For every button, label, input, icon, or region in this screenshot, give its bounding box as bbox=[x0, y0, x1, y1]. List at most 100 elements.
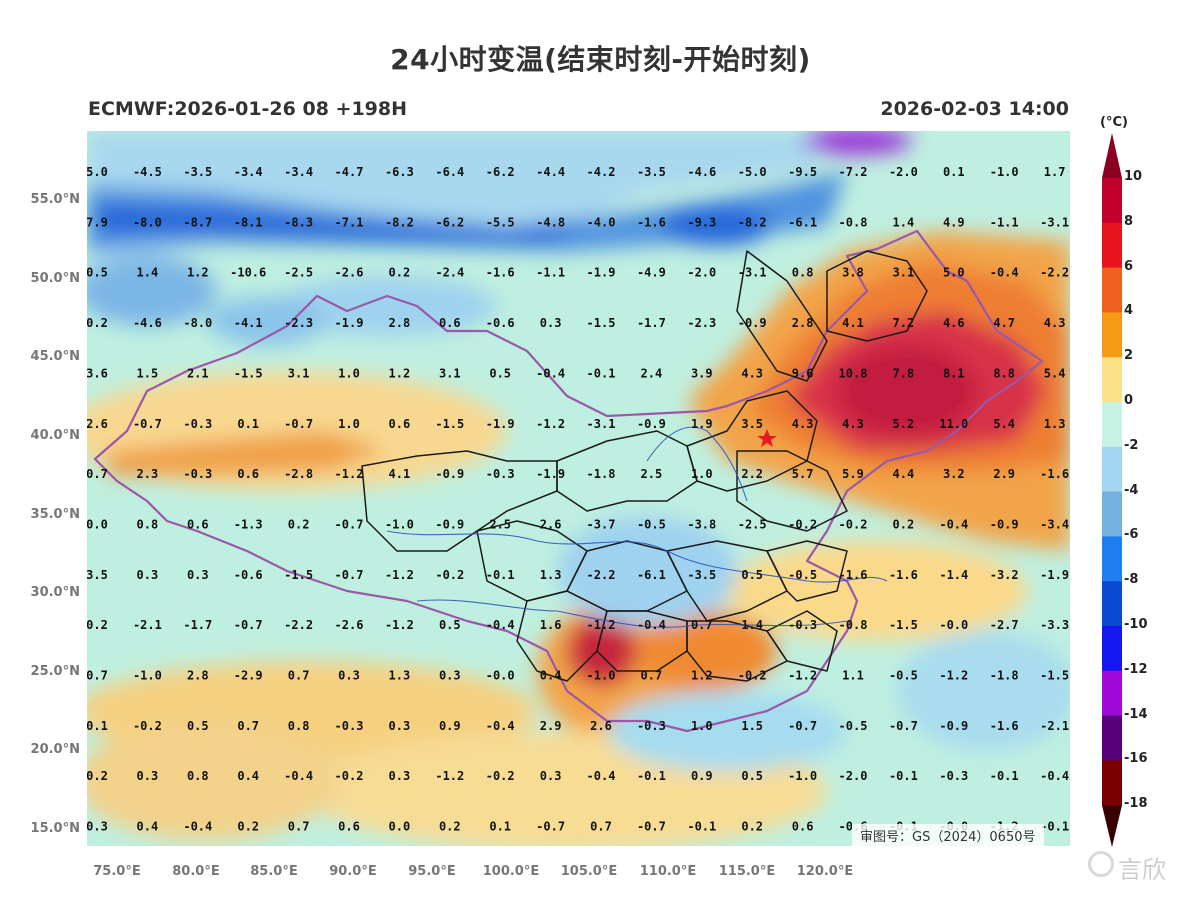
value-label: -0.1 bbox=[990, 769, 1019, 783]
value-label: -1.0 bbox=[990, 165, 1019, 179]
value-label: -0.2 bbox=[738, 669, 767, 683]
colorbar bbox=[1102, 133, 1122, 847]
value-label: -0.1 bbox=[486, 568, 515, 582]
lon-label-100: 100.0°E bbox=[482, 864, 540, 879]
lon-label-95: 95.0°E bbox=[408, 864, 456, 879]
value-label: -0.8 bbox=[839, 215, 868, 229]
value-label: -1.2 bbox=[335, 467, 364, 481]
value-label: -4.5 bbox=[133, 165, 162, 179]
value-label: 4.1 bbox=[842, 316, 864, 330]
lat-label-45: 45.0°N bbox=[30, 349, 80, 364]
value-label: 1.0 bbox=[338, 417, 360, 431]
value-label: 0.8 bbox=[187, 769, 209, 783]
value-label: -1.5 bbox=[435, 417, 464, 431]
value-label: 5.4 bbox=[993, 417, 1015, 431]
value-label: 1.0 bbox=[691, 719, 713, 733]
warm-south-center bbox=[637, 611, 777, 691]
value-label: 2.9 bbox=[993, 467, 1015, 481]
colorbar-label: 8 bbox=[1124, 213, 1134, 229]
value-label: -1.6 bbox=[486, 266, 515, 280]
value-label: -0.5 bbox=[637, 517, 666, 531]
colorbar-segment bbox=[1102, 670, 1122, 717]
colorbar-segment bbox=[1102, 715, 1122, 761]
value-label: 1.0 bbox=[338, 366, 360, 380]
value-label: 4.3 bbox=[741, 366, 763, 380]
value-label: -0.4 bbox=[284, 769, 313, 783]
value-label: 0.2 bbox=[288, 517, 310, 531]
value-label: -0.4 bbox=[587, 769, 616, 783]
lon-label-115: 115.0°E bbox=[718, 864, 776, 879]
value-label: 4.3 bbox=[842, 417, 864, 431]
value-label: -0.2 bbox=[133, 719, 162, 733]
lat-label-35: 35.0°N bbox=[30, 507, 80, 522]
value-label: 0.5 bbox=[489, 366, 511, 380]
value-label: -1.6 bbox=[839, 568, 868, 582]
value-label: -0.9 bbox=[637, 417, 666, 431]
value-label: -0.9 bbox=[435, 467, 464, 481]
value-label: -1.6 bbox=[990, 719, 1019, 733]
value-label: 0.7 bbox=[590, 820, 612, 834]
lat-label-25: 25.0°N bbox=[30, 664, 80, 679]
cold-core-deep bbox=[97, 206, 587, 241]
value-label: -0.5 bbox=[839, 719, 868, 733]
watermark-icon bbox=[1088, 851, 1114, 877]
value-label: 8.1 bbox=[943, 366, 965, 380]
value-label: -0.7 bbox=[637, 820, 666, 834]
value-label: 4.3 bbox=[792, 417, 814, 431]
value-label: 0.8 bbox=[137, 517, 159, 531]
value-label: 0.5 bbox=[439, 618, 461, 632]
value-label: 5.4 bbox=[1044, 366, 1066, 380]
warm-bottom-left bbox=[87, 721, 337, 841]
colorbar-label: -8 bbox=[1124, 572, 1139, 588]
value-label: -0.4 bbox=[1040, 769, 1069, 783]
value-label: -3.7 bbox=[587, 517, 616, 531]
value-label: 0.3 bbox=[87, 820, 108, 834]
value-label: 2.5 bbox=[641, 467, 663, 481]
value-label: 0.3 bbox=[540, 769, 562, 783]
value-label: -8.3 bbox=[284, 215, 313, 229]
value-label: -0.4 bbox=[486, 618, 515, 632]
value-label: -0.2 bbox=[788, 517, 817, 531]
colorbar-segment bbox=[1102, 312, 1122, 358]
value-label: -0.1 bbox=[889, 769, 918, 783]
value-label: -1.7 bbox=[637, 316, 666, 330]
value-label: 0.0 bbox=[389, 820, 411, 834]
value-label: -0.5 bbox=[788, 568, 817, 582]
value-label: -0.1 bbox=[1040, 820, 1069, 834]
value-label: 1.2 bbox=[691, 669, 713, 683]
lat-label-50: 50.0°N bbox=[30, 271, 80, 286]
value-label: -1.5 bbox=[889, 618, 918, 632]
colorbar-unit: (°C) bbox=[1100, 115, 1128, 130]
value-label: -5.5 bbox=[486, 215, 515, 229]
colorbar-label: 2 bbox=[1124, 348, 1134, 364]
colorbar-arrow-top bbox=[1102, 133, 1122, 178]
colorbar-label: -18 bbox=[1124, 796, 1148, 812]
value-label: -4.6 bbox=[133, 316, 162, 330]
value-label: 4.3 bbox=[1044, 316, 1066, 330]
value-label: -6.4 bbox=[435, 165, 464, 179]
value-label: 5.0 bbox=[943, 266, 965, 280]
value-label: 0.2 bbox=[87, 618, 108, 632]
value-label: 0.6 bbox=[338, 820, 360, 834]
model-run-label: ECMWF:2026-01-26 08 +198H bbox=[88, 98, 408, 120]
value-label: 0.6 bbox=[187, 517, 209, 531]
value-label: -0.4 bbox=[486, 719, 515, 733]
value-label: -3.5 bbox=[637, 165, 666, 179]
value-label: -3.4 bbox=[234, 165, 263, 179]
value-label: 0.5 bbox=[741, 568, 763, 582]
value-label: -0.3 bbox=[183, 417, 212, 431]
value-label: -0.9 bbox=[990, 517, 1019, 531]
value-label: 0.7 bbox=[87, 467, 108, 481]
chart-title: 24小时变温(结束时刻-开始时刻) bbox=[390, 43, 811, 76]
value-label: 0.2 bbox=[893, 517, 915, 531]
value-label: 2.3 bbox=[137, 467, 159, 481]
value-label: -9.3 bbox=[687, 215, 716, 229]
lat-label-30: 30.0°N bbox=[30, 585, 80, 600]
value-label: 1.4 bbox=[137, 266, 159, 280]
colorbar-label: -6 bbox=[1124, 527, 1139, 543]
value-label: -2.6 bbox=[335, 266, 364, 280]
value-label: 0.2 bbox=[237, 820, 259, 834]
value-label: -0.0 bbox=[939, 618, 968, 632]
value-label: -0.7 bbox=[335, 568, 364, 582]
lon-label-110: 110.0°E bbox=[639, 864, 697, 879]
